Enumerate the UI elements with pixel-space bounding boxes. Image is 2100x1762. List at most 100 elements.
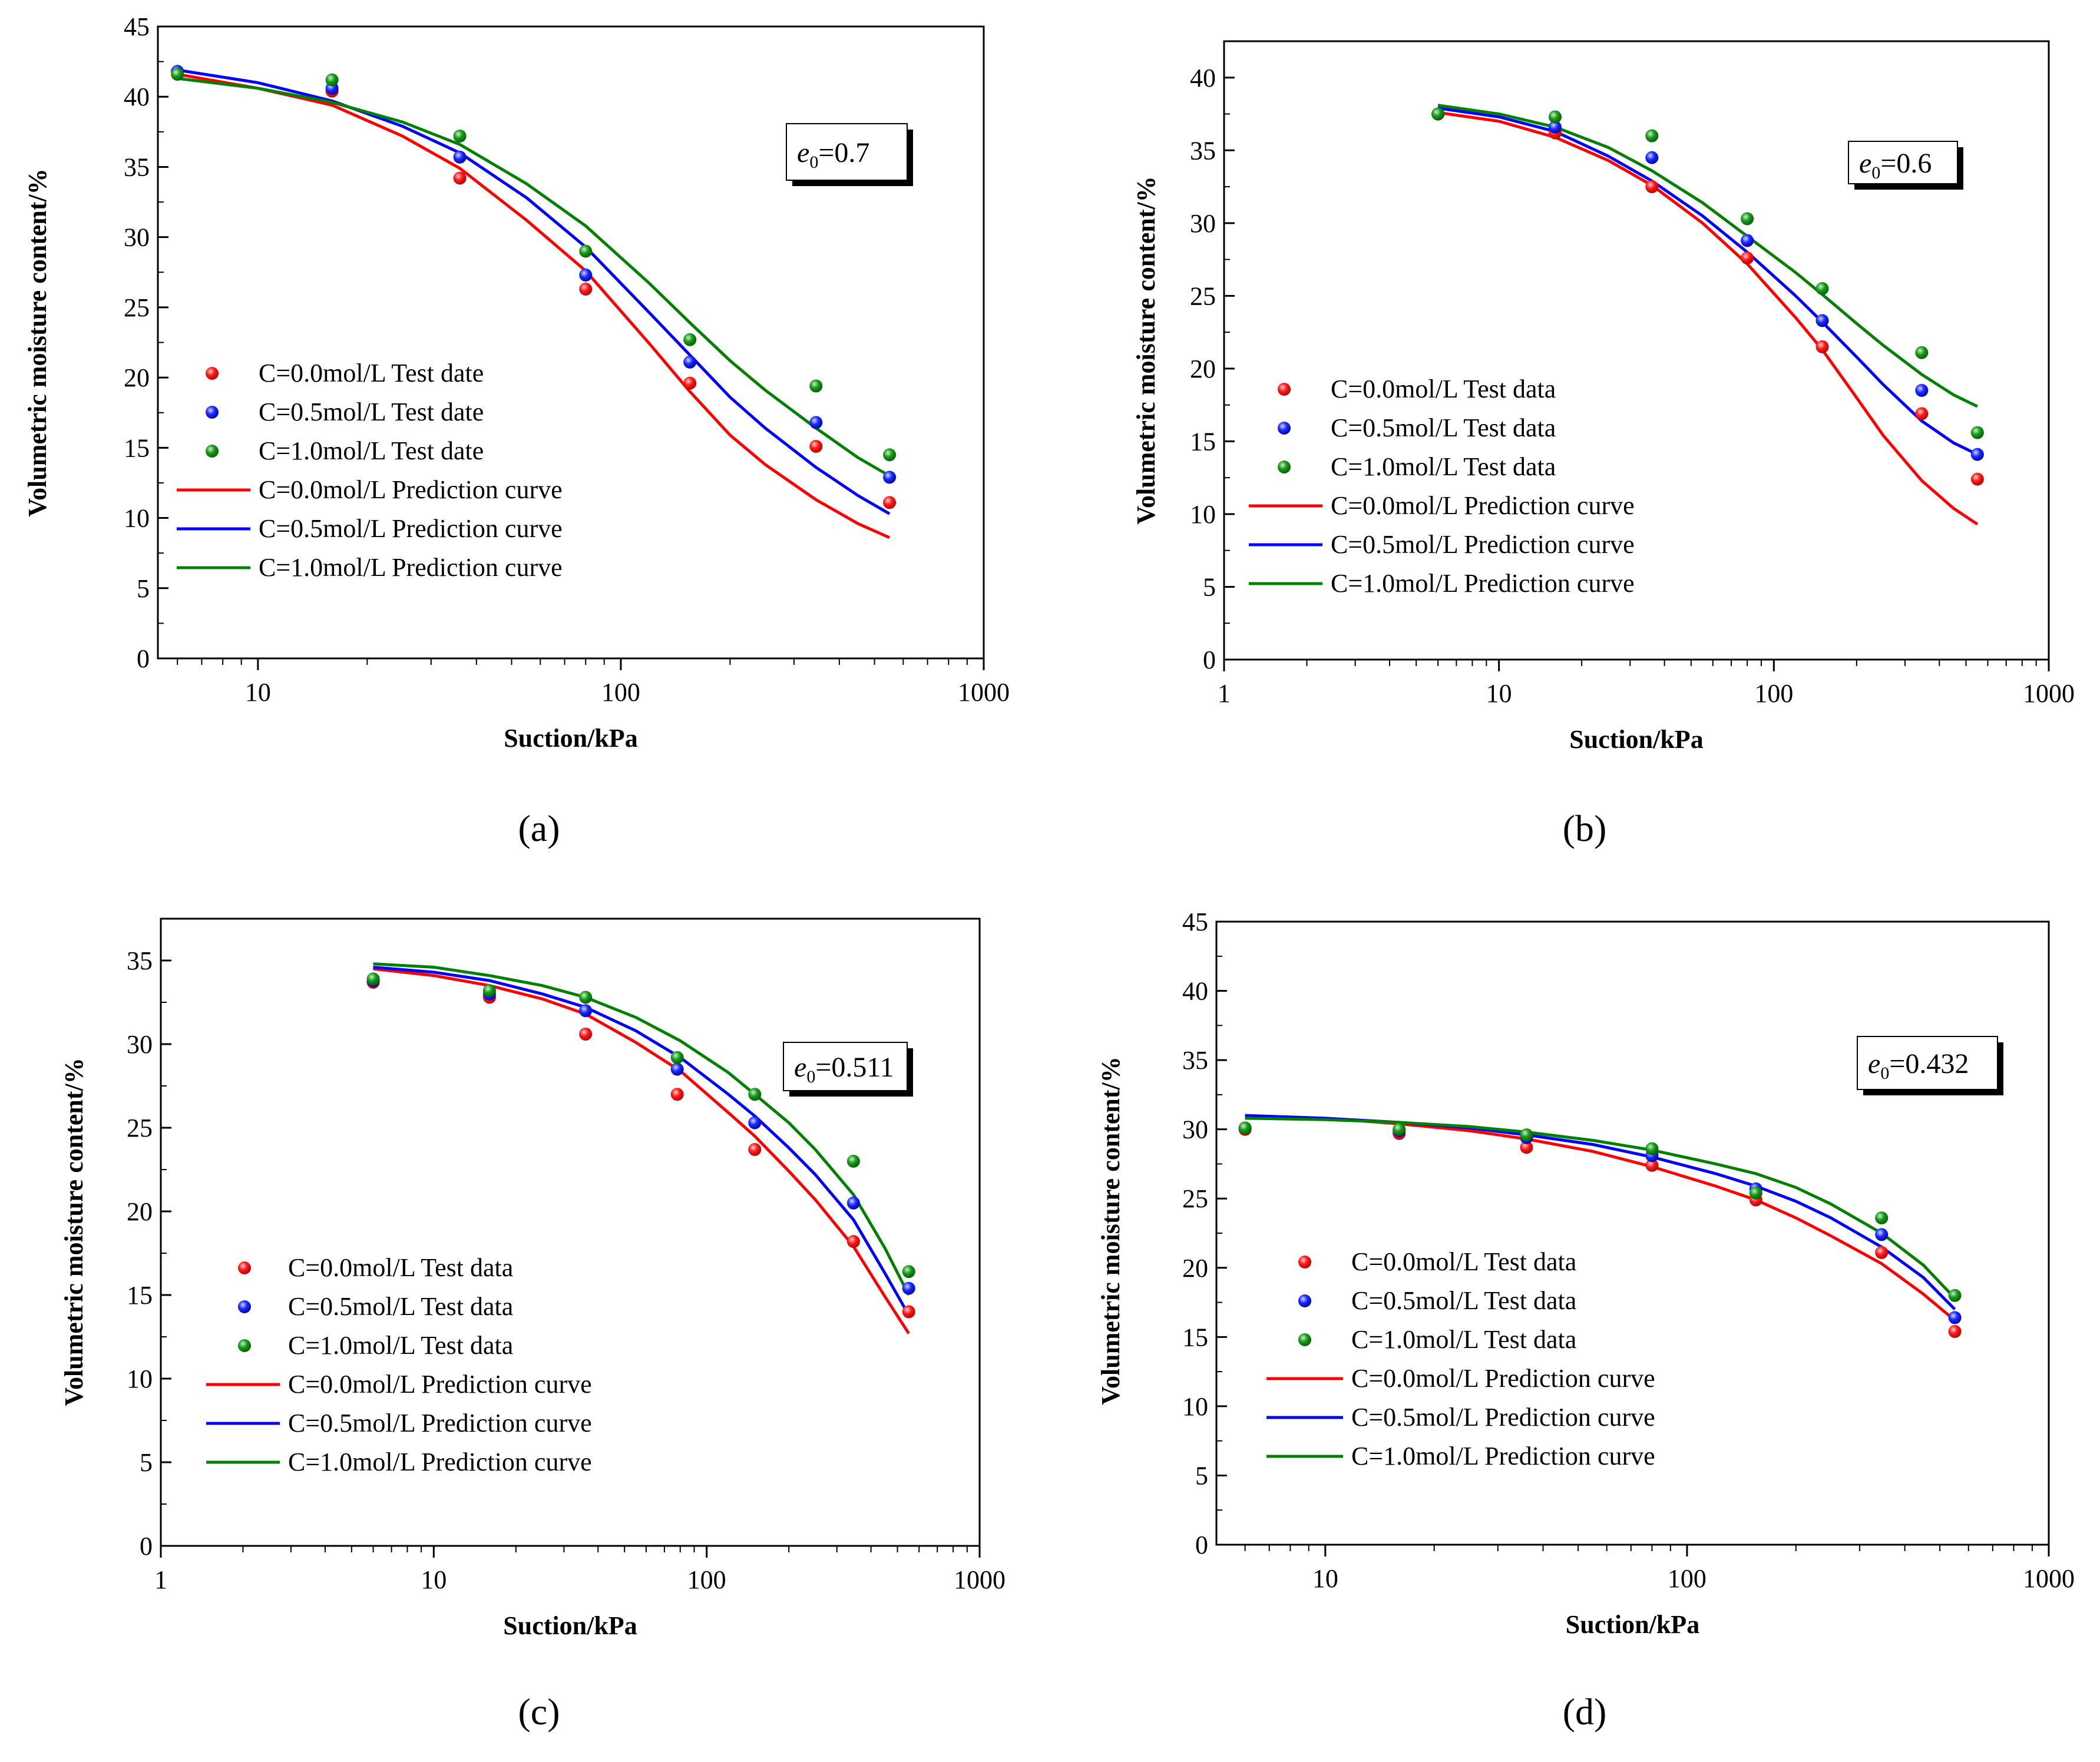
e0-box xyxy=(786,123,908,181)
y-tick-label: 10 xyxy=(124,504,150,533)
prediction-curve xyxy=(1437,111,1979,526)
y-tick-label: 25 xyxy=(124,293,150,322)
test-data-point xyxy=(453,129,467,143)
test-data-point xyxy=(809,379,823,393)
x-tick-label: 1000 xyxy=(2023,1564,2075,1593)
test-data-point xyxy=(670,1062,684,1076)
y-axis-label: Volumetric moisture content/% xyxy=(1096,1056,1125,1405)
x-tick-label: 10 xyxy=(1312,1564,1338,1593)
y-tick-label: 0 xyxy=(140,1532,153,1561)
test-data-point xyxy=(1815,340,1829,353)
legend-marker xyxy=(1298,1256,1311,1268)
y-tick-label: 10 xyxy=(1190,500,1216,529)
test-data-point xyxy=(1875,1246,1889,1259)
y-tick-label: 40 xyxy=(1182,977,1208,1006)
legend-entry: C=1.0mol/L Prediction curve xyxy=(1351,1442,1655,1470)
test-data-point xyxy=(1238,1121,1252,1135)
y-axis-label: Volumetric moisture content/% xyxy=(1132,176,1160,524)
test-data-point xyxy=(1915,383,1929,397)
test-data-point xyxy=(1548,110,1562,124)
x-axis-label: Suction/kPa xyxy=(1569,725,1703,754)
test-data-point xyxy=(1645,1142,1659,1155)
test-data-point xyxy=(579,1004,593,1018)
y-tick-label: 30 xyxy=(127,1030,153,1059)
test-data-point xyxy=(748,1142,762,1156)
y-tick-label: 20 xyxy=(1182,1254,1208,1283)
y-tick-label: 40 xyxy=(124,82,150,111)
test-data-point xyxy=(1741,212,1754,226)
e0-annotation: e0=0.432 xyxy=(1868,1048,1969,1083)
test-data-point xyxy=(1749,1186,1762,1200)
y-tick-label: 20 xyxy=(127,1197,153,1226)
y-tick-label: 40 xyxy=(1190,64,1216,92)
y-tick-label: 15 xyxy=(1190,427,1216,456)
legend-entry: C=0.5mol/L Prediction curve xyxy=(1351,1403,1655,1432)
test-data-point xyxy=(1970,426,1984,439)
test-data-point xyxy=(1741,234,1754,247)
legend-marker xyxy=(206,406,219,419)
x-tick-label: 10 xyxy=(245,678,271,707)
test-data-point xyxy=(171,68,184,81)
test-data-point xyxy=(453,150,467,164)
y-tick-label: 0 xyxy=(137,644,150,673)
legend-marker xyxy=(206,445,219,458)
legend-entry: C=1.0mol/L Test date xyxy=(259,436,484,465)
y-tick-label: 0 xyxy=(1203,645,1216,674)
y-tick-label: 10 xyxy=(127,1364,153,1393)
test-data-point xyxy=(846,1154,860,1168)
y-tick-label: 15 xyxy=(124,433,150,462)
y-tick-label: 45 xyxy=(1182,908,1208,936)
chart-panel-b: 0 5 10 15 20 25 30 35 40 1 10 100 1000 Suction/kPa Vol… xyxy=(1132,40,2075,849)
legend-entry: C=0.5mol/L Prediction curve xyxy=(1331,530,1635,559)
y-tick-label: 20 xyxy=(1190,355,1216,383)
y-tick-label: 25 xyxy=(127,1114,153,1142)
test-data-point xyxy=(1548,120,1562,134)
legend-entry: C=1.0mol/L Test data xyxy=(1351,1325,1576,1354)
test-data-point xyxy=(883,471,897,484)
test-data-point xyxy=(683,376,697,390)
x-tick-label: 1 xyxy=(154,1565,167,1594)
test-data-point xyxy=(1970,448,1984,461)
legend-marker xyxy=(1298,1294,1311,1307)
test-data-point xyxy=(1431,107,1445,121)
y-tick-label: 5 xyxy=(137,574,150,603)
test-data-point xyxy=(670,1051,684,1064)
legend-entry: C=0.0mol/L Test data xyxy=(1351,1247,1576,1276)
test-data-point xyxy=(1948,1324,1962,1338)
legend-entry: C=0.5mol/L Prediction curve xyxy=(288,1409,592,1438)
y-tick-label: 5 xyxy=(1203,572,1216,601)
y-tick-label: 30 xyxy=(1182,1115,1208,1144)
test-data-point xyxy=(902,1265,915,1279)
test-data-point xyxy=(1875,1211,1889,1225)
x-axis-label: Suction/kPa xyxy=(1566,1610,1699,1639)
y-tick-label: 5 xyxy=(1195,1461,1208,1490)
prediction-curve xyxy=(177,72,891,539)
test-data-point xyxy=(683,355,697,369)
e0-box xyxy=(783,1042,908,1091)
panel-label: (a) xyxy=(518,807,560,849)
legend-marker xyxy=(1278,422,1291,435)
test-data-point xyxy=(579,282,593,296)
x-axis-label: Suction/kPa xyxy=(504,724,637,753)
y-tick-label: 25 xyxy=(1190,281,1216,310)
legend-entry: C=0.0mol/L Test data xyxy=(1331,375,1556,403)
legend-entry: C=0.0mol/L Prediction curve xyxy=(288,1370,592,1399)
legend-entry: C=0.0mol/L Prediction curve xyxy=(1351,1364,1655,1393)
legend-entry: C=0.5mol/L Test data xyxy=(1331,413,1556,442)
test-data-point xyxy=(748,1088,762,1101)
e0-annotation: e0=0.6 xyxy=(1859,148,1932,183)
test-data-point xyxy=(1815,282,1829,295)
test-data-point xyxy=(453,171,467,185)
e0-annotation: e0=0.7 xyxy=(797,137,869,172)
x-tick-label: 10 xyxy=(1486,679,1512,708)
chart-panel-c: 0 5 10 15 20 25 30 35 1 10 100 1000 Suction/kPa Volum… xyxy=(59,918,1006,1733)
x-axis-label: Suction/kPa xyxy=(503,1611,637,1640)
test-data-point xyxy=(846,1235,860,1248)
prediction-curve xyxy=(1245,1117,1956,1300)
legend-entry: C=1.0mol/L Test data xyxy=(1331,452,1556,481)
plot-frame xyxy=(1223,40,2050,661)
test-data-point xyxy=(1393,1122,1406,1136)
y-tick-label: 10 xyxy=(1182,1392,1208,1421)
x-tick-label: 1 xyxy=(1218,679,1231,708)
